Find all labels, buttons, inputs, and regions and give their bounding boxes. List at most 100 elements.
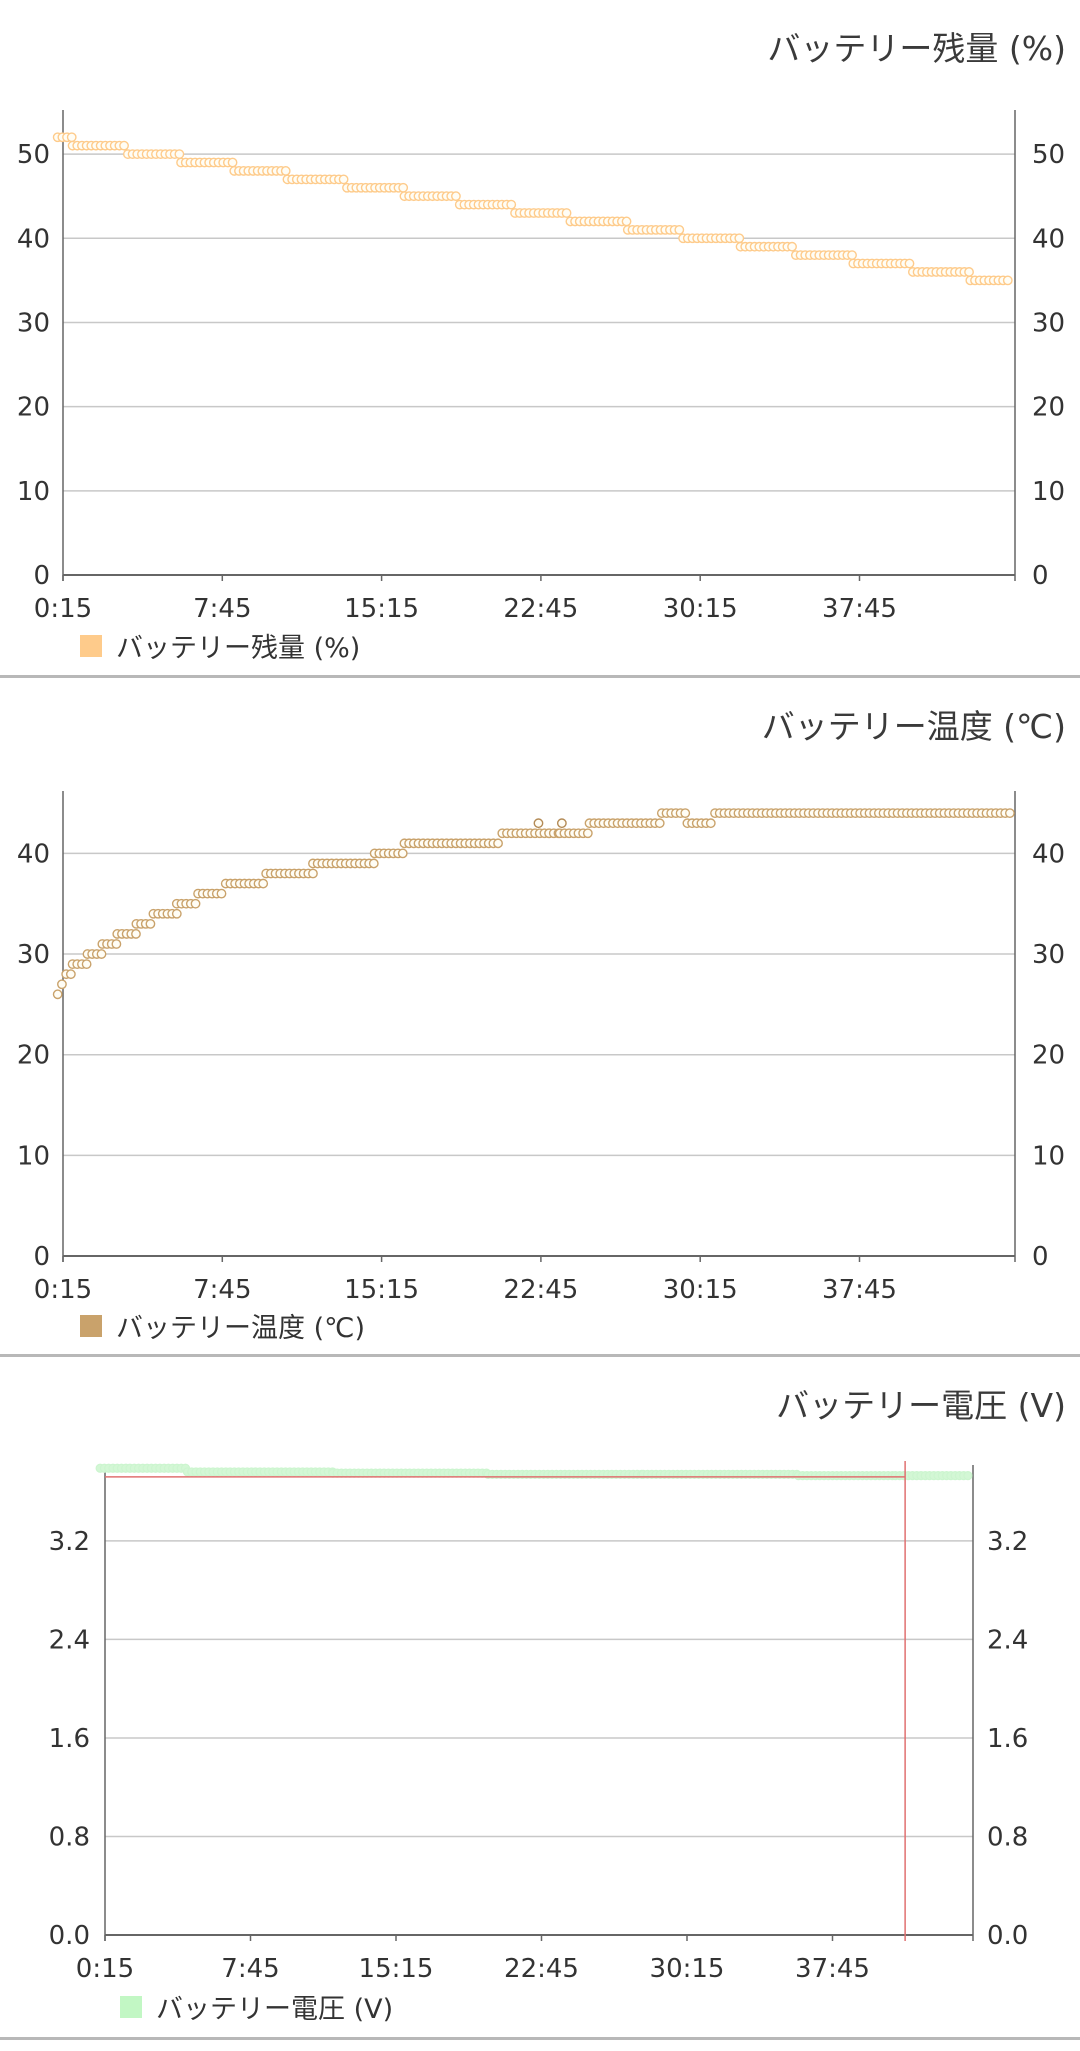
data-series: [52, 132, 1013, 286]
data-point: [216, 888, 227, 899]
data-point: [119, 140, 129, 151]
y-tick-label: 30: [17, 940, 50, 970]
y-tick-label: 0: [33, 1242, 50, 1272]
battery-level-chart: 0 0 10 10 20 20 30 30 40 40 50 50 0:15 7:45 15:15 22:45…: [17, 110, 1065, 624]
y-tick-label: 40: [17, 224, 50, 254]
data-point: [904, 258, 915, 269]
y-tick-label-right: 30: [1032, 308, 1065, 338]
x-tick-label: 0:15: [34, 1275, 92, 1305]
divider: [0, 675, 1080, 678]
x-tick-label: 7:45: [193, 1275, 251, 1305]
y-tick-label-right: 3.2: [987, 1527, 1028, 1557]
y-tick-label-right: 20: [1032, 393, 1065, 423]
y-tick-label-right: 40: [1032, 839, 1065, 869]
y-tick-label: 0.0: [49, 1921, 90, 1951]
data-point: [190, 898, 201, 909]
y-tick-label-right: 2.4: [987, 1625, 1028, 1655]
legend: バッテリー電圧 (V): [120, 1987, 393, 2026]
legend-swatch: [80, 1314, 102, 1337]
y-tick-label-right: 10: [1032, 477, 1065, 507]
data-point: [1004, 808, 1015, 819]
data-point: [96, 949, 107, 959]
legend: バッテリー温度 (℃): [80, 1306, 365, 1345]
data-point: [964, 267, 974, 277]
y-tick-label-right: 10: [1032, 1141, 1065, 1171]
y-tick-label-right: 50: [1032, 140, 1065, 170]
battery-voltage-panel: バッテリー電圧 (V) 0.0 0.0 0.8 0.8 1.6 1.6 2.4 2.4 3.2 3…: [0, 1357, 1080, 2037]
y-tick-label: 10: [17, 1141, 50, 1171]
data-point: [338, 174, 349, 185]
y-tick-label-right: 0: [1032, 1242, 1049, 1272]
data-point: [705, 818, 716, 829]
x-tick-label: 7:45: [221, 1954, 279, 1984]
x-tick-label: 22:45: [504, 1954, 579, 1984]
x-tick-label: 15:15: [344, 594, 419, 624]
divider: [0, 1354, 1080, 1357]
data-point: [81, 959, 92, 970]
data-point: [561, 208, 572, 218]
y-tick-label-right: 30: [1032, 940, 1065, 970]
chart-title: バッテリー残量 (%): [767, 29, 1066, 68]
chart-title: バッテリー電圧 (V): [776, 1386, 1066, 1425]
data-point: [398, 182, 409, 193]
data-point: [65, 969, 76, 980]
y-tick-label: 30: [17, 308, 50, 338]
data-point: [654, 818, 665, 829]
data-point: [582, 828, 593, 839]
data-point: [131, 929, 141, 939]
legend-swatch: [80, 634, 102, 657]
battery-voltage-chart: 0.0 0.0 0.8 0.8 1.6 1.6 2.4 2.4 3.2 3.2 0:15 7:45 15…: [49, 1461, 1028, 1984]
data-point: [258, 878, 269, 889]
x-tick-label: 22:45: [503, 1275, 578, 1305]
y-tick-label: 3.2: [49, 1527, 90, 1557]
y-tick-label: 2.4: [49, 1625, 90, 1655]
y-tick-label: 50: [17, 140, 50, 170]
data-point: [680, 808, 691, 819]
x-tick-label: 15:15: [359, 1954, 434, 1984]
x-tick-label: 37:45: [795, 1954, 870, 1984]
data-point: [227, 157, 238, 168]
data-point: [52, 989, 63, 1000]
y-tick-label: 0.8: [49, 1822, 90, 1852]
data-series: [52, 808, 1015, 1000]
data-point: [506, 199, 517, 210]
battery-level-panel: バッテリー残量 (%) 0 0 10 10 20 20 30 30 40 40 50 50 0:15 7:…: [0, 0, 1080, 675]
data-point: [145, 918, 156, 929]
x-tick-label: 30:15: [663, 1275, 738, 1305]
legend-swatch: [120, 1995, 142, 2018]
y-tick-label-right: 0.8: [987, 1822, 1028, 1852]
x-tick-label: 0:15: [76, 1954, 134, 1984]
battery-temperature-panel: バッテリー温度 (℃) 0 0 10 10 20 20 30 30 40 40 0:15 7:45 15…: [0, 678, 1080, 1354]
data-point: [57, 979, 67, 990]
data-point: [66, 132, 77, 143]
legend-label: バッテリー温度 (℃): [116, 1313, 365, 1344]
legend: バッテリー残量 (%): [80, 626, 360, 665]
x-tick-label: 30:15: [650, 1954, 725, 1984]
y-tick-label: 40: [17, 839, 50, 869]
y-tick-label-right: 0: [1032, 561, 1049, 591]
x-tick-label: 22:45: [503, 594, 578, 624]
data-point: [174, 149, 185, 159]
battery-temperature-chart: 0 0 10 10 20 20 30 30 40 40 0:15 7:45 15:15 22:45 30:1…: [17, 791, 1065, 1305]
data-point: [1002, 275, 1013, 286]
x-tick-label: 15:15: [344, 1275, 419, 1305]
data-point: [308, 868, 318, 879]
data-point: [556, 818, 567, 829]
x-tick-label: 0:15: [34, 594, 92, 624]
data-point: [493, 838, 503, 849]
y-tick-label-right: 0.0: [987, 1921, 1028, 1951]
data-point: [397, 848, 408, 859]
data-point: [280, 166, 291, 176]
data-point: [111, 939, 122, 949]
y-tick-label: 20: [17, 1041, 50, 1071]
y-tick-label: 10: [17, 477, 50, 507]
data-point: [533, 818, 544, 829]
x-tick-label: 30:15: [663, 594, 738, 624]
data-point: [621, 216, 632, 227]
data-point: [963, 1471, 973, 1481]
y-tick-label-right: 1.6: [987, 1724, 1028, 1754]
x-tick-label: 37:45: [822, 594, 897, 624]
y-tick-label: 20: [17, 393, 50, 423]
chart-title: バッテリー温度 (℃): [761, 707, 1066, 746]
data-point: [451, 191, 461, 202]
